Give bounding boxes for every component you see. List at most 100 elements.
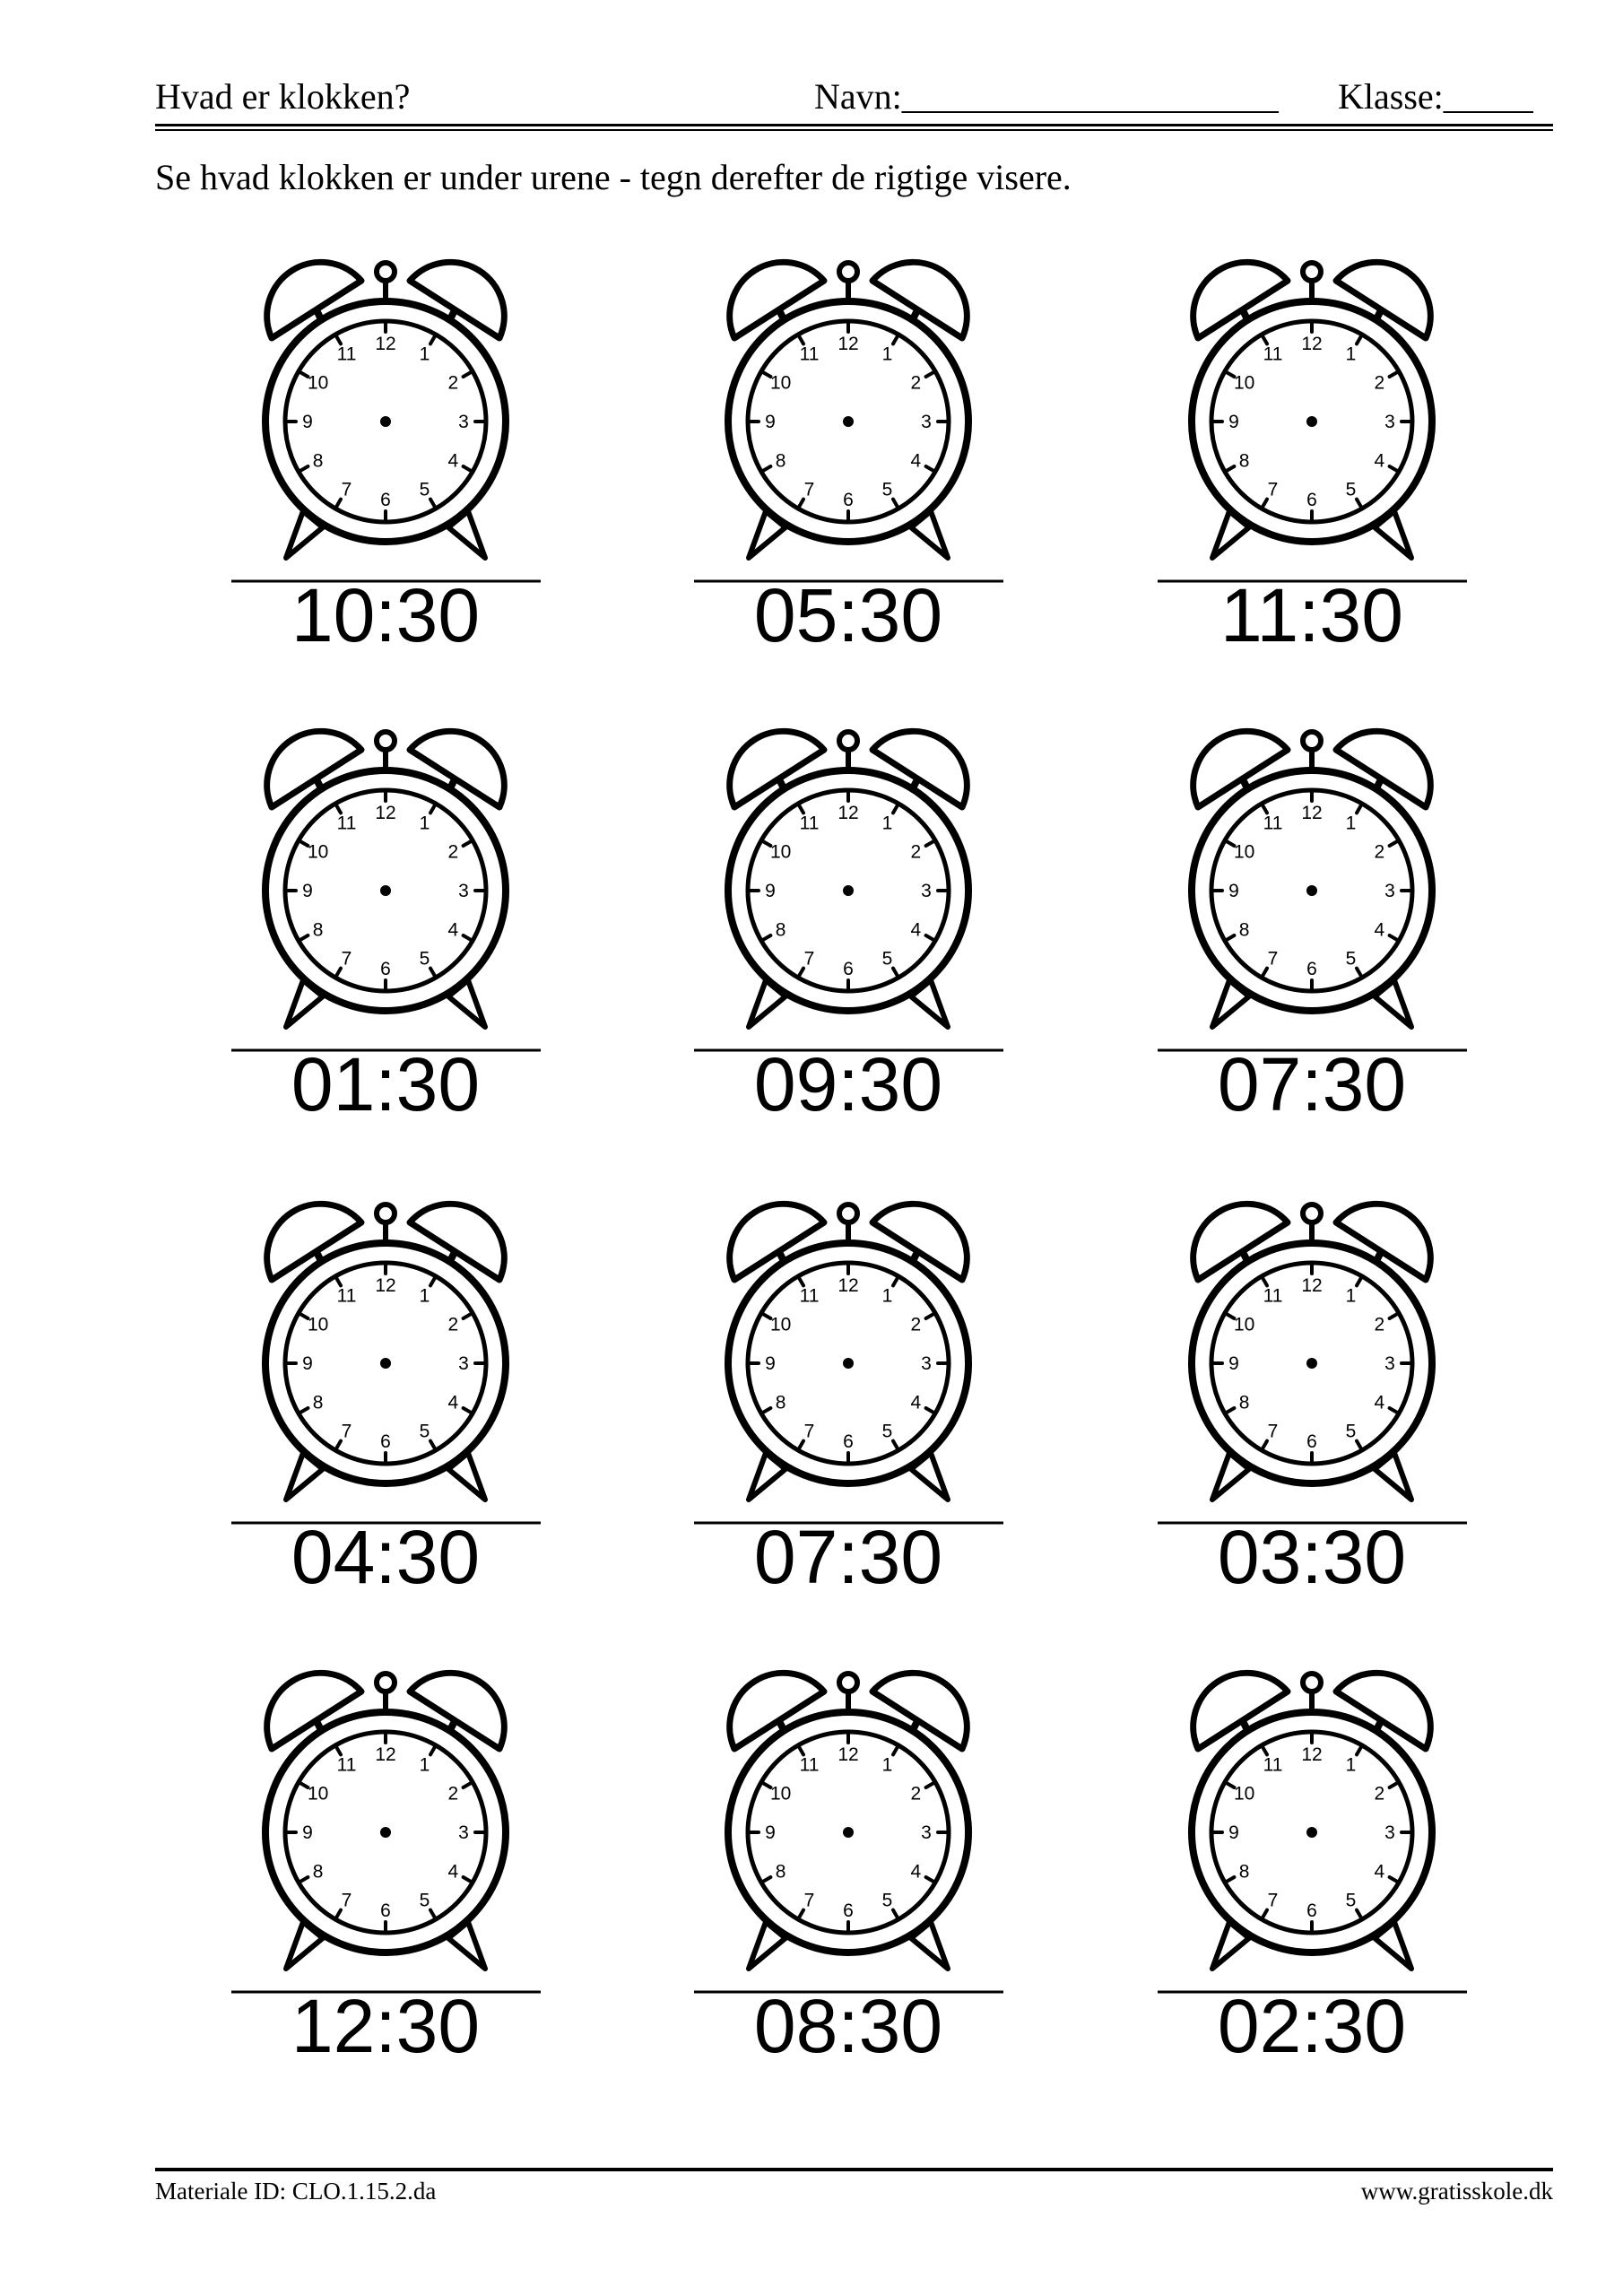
- hour-tick: [1355, 497, 1364, 510]
- alarm-clock-icon[interactable]: 12 12 3 45 6 789 10 11: [678, 1184, 1037, 1614]
- hour-tick: [924, 1780, 937, 1789]
- dial-number: 8: [1239, 451, 1250, 472]
- class-field[interactable]: Klasse:_____: [1338, 76, 1533, 117]
- dial-number: 6: [380, 959, 391, 979]
- dial-number: 8: [313, 451, 324, 472]
- hour-tick: [461, 1780, 474, 1789]
- bell-right: [1332, 258, 1434, 342]
- dial-number: 2: [911, 1315, 922, 1335]
- dial-number: 3: [458, 1822, 469, 1843]
- dial-number: 1: [420, 813, 430, 834]
- target-time: 02:30: [1217, 1984, 1407, 2068]
- dial-number: 4: [1375, 1862, 1385, 1883]
- hour-tick: [759, 934, 773, 943]
- alarm-clock-icon[interactable]: 12 12 3 45 6 789 10 11: [1141, 711, 1500, 1142]
- dial-number: 8: [313, 920, 324, 941]
- bell-left: [264, 1669, 365, 1752]
- dial-number: 1: [882, 813, 893, 834]
- hour-tick: [1355, 966, 1364, 979]
- dial-number: 3: [1384, 412, 1395, 432]
- alarm-clock-icon[interactable]: 12 12 3 45 6 789 10 11: [215, 242, 574, 673]
- clock-exercise: 12 1 2 3 4 5 6 7 8 9 10 11 10:30: [215, 242, 574, 673]
- bell-right: [869, 1200, 970, 1283]
- bell-left: [1190, 1200, 1291, 1283]
- hour-tick: [461, 1311, 474, 1320]
- handle-ring: [1300, 260, 1324, 283]
- target-time: 03:30: [1217, 1515, 1407, 1599]
- clock-exercise: 12 1 2 3 4 5 6 7 8 9 10 11 01:30: [215, 711, 574, 1142]
- hour-tick: [1260, 1439, 1269, 1452]
- dial-number: 8: [313, 1862, 324, 1883]
- hour-tick: [429, 966, 438, 979]
- hour-tick: [891, 497, 900, 510]
- clock-exercise: 12 1 2 3 4 5 6 7 8 9 10 11 08:30: [678, 1653, 1037, 2083]
- dial-number: 7: [342, 1890, 352, 1910]
- hour-tick: [1355, 802, 1364, 815]
- dial-number: 6: [1306, 1431, 1317, 1452]
- dial-number: 8: [313, 1393, 324, 1413]
- bell-left: [726, 258, 828, 342]
- dial-number: 10: [1234, 373, 1254, 394]
- target-time: 08:30: [753, 1984, 943, 2068]
- clock-exercise: 12 1 2 3 4 5 6 7 8 9 10 11 07:30: [678, 1184, 1037, 1614]
- dial-number: 11: [1263, 813, 1283, 834]
- hour-tick: [1387, 1311, 1401, 1320]
- dial-number: 3: [921, 881, 932, 901]
- alarm-clock-icon[interactable]: 12 12 3 45 6 789 10 11: [678, 1653, 1037, 2083]
- dial-number: 10: [308, 842, 328, 863]
- bell-left: [726, 1669, 828, 1752]
- hour-tick: [461, 934, 474, 943]
- hour-tick: [891, 802, 900, 815]
- hour-tick: [429, 333, 438, 346]
- dial-number: 10: [770, 373, 791, 394]
- clock-exercise: 12 1 2 3 4 5 6 7 8 9 10 11 05:30: [678, 242, 1037, 673]
- alarm-clock-icon[interactable]: 12 12 3 45 6 789 10 11: [1141, 1653, 1500, 2083]
- alarm-clock-icon[interactable]: 12 12 3 45 6 789 10 11: [1141, 242, 1500, 673]
- dial-number: 8: [776, 920, 786, 941]
- dial-number: 6: [843, 1431, 854, 1452]
- handle-ring: [374, 1671, 397, 1694]
- hour-tick: [796, 1744, 805, 1757]
- alarm-clock-icon[interactable]: 12 12 3 45 6 789 10 11: [215, 711, 574, 1142]
- dial-number: 4: [1375, 920, 1385, 941]
- handle-ring: [837, 1202, 860, 1225]
- alarm-clock-icon[interactable]: 12 12 3 45 6 789 10 11: [1141, 1184, 1500, 1614]
- center-dot: [843, 1358, 854, 1369]
- alarm-clock-icon[interactable]: 12 12 3 45 6 789 10 11: [678, 711, 1037, 1142]
- handle-ring: [374, 1202, 397, 1225]
- center-dot: [380, 416, 391, 427]
- target-time: 07:30: [1217, 1042, 1407, 1126]
- clock-exercise: 12 1 2 3 4 5 6 7 8 9 10 11 04:30: [215, 1184, 574, 1614]
- dial-number: 9: [302, 881, 313, 901]
- hour-tick: [1387, 370, 1401, 378]
- handle-ring: [837, 1671, 860, 1694]
- hour-tick: [1387, 934, 1401, 943]
- dial-number: 10: [308, 1784, 328, 1805]
- hour-tick: [759, 1780, 773, 1789]
- dial-number: 8: [1239, 1393, 1250, 1413]
- dial-number: 5: [420, 948, 430, 969]
- dial-number: 6: [843, 1900, 854, 1921]
- dial-number: 2: [911, 373, 922, 394]
- hour-tick: [1223, 465, 1237, 474]
- center-dot: [380, 885, 391, 896]
- dial-number: 7: [804, 479, 815, 500]
- dial-number: 11: [337, 344, 357, 365]
- website-link[interactable]: www.gratisskole.dk: [1360, 2178, 1553, 2205]
- dial-number: 1: [420, 344, 430, 365]
- hour-tick: [334, 497, 343, 510]
- worksheet-title: Hvad er klokken?: [155, 76, 411, 117]
- center-dot: [380, 1827, 391, 1838]
- target-time: 04:30: [291, 1515, 481, 1599]
- dial-number: 10: [308, 373, 328, 394]
- hour-tick: [429, 497, 438, 510]
- hour-tick: [1260, 333, 1269, 346]
- bell-right: [1332, 1669, 1434, 1752]
- dial-number: 12: [838, 1275, 858, 1296]
- hour-tick: [429, 802, 438, 815]
- alarm-clock-icon[interactable]: 12 12 3 45 6 789 10 11: [678, 242, 1037, 673]
- dial-number: 11: [1263, 1286, 1283, 1307]
- alarm-clock-icon[interactable]: 12 12 3 45 6 789 10 11: [215, 1184, 574, 1614]
- name-field[interactable]: Navn:_____________________: [814, 76, 1279, 117]
- alarm-clock-icon[interactable]: 12 12 3 45 6 789 10 11: [215, 1653, 574, 2083]
